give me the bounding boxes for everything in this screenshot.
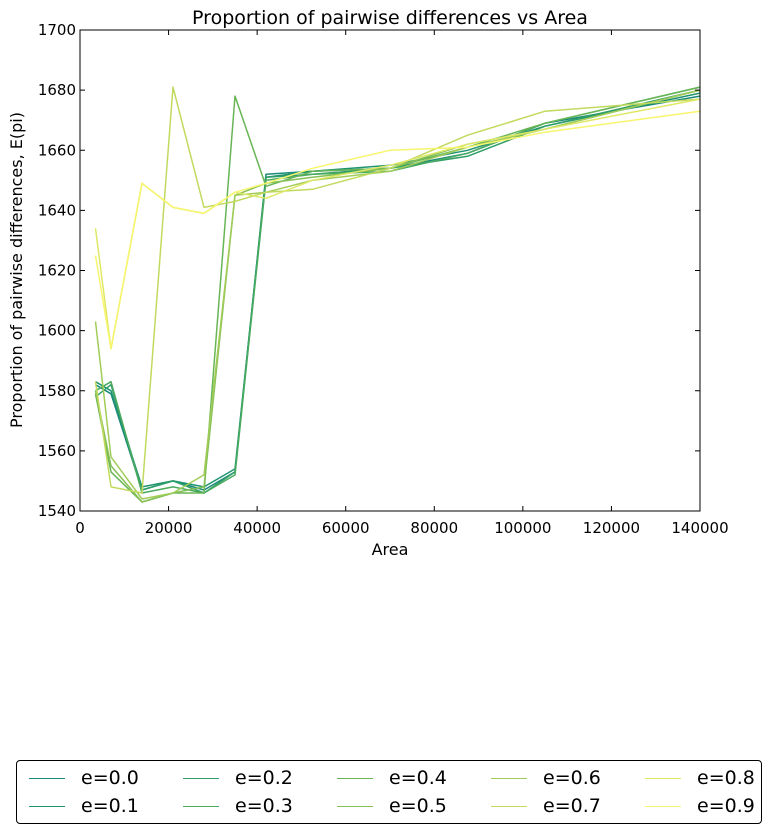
y-tick-label: 1680 xyxy=(38,81,76,99)
legend-label: e=0.3 xyxy=(235,795,293,817)
legend-item: e=0.2 xyxy=(183,767,293,789)
y-axis-ticks: 1540 1560 1580 1600 1620 1640 1660 1680 1700 xyxy=(38,21,700,520)
y-tick-label: 1580 xyxy=(38,382,76,400)
legend-swatch xyxy=(29,805,65,807)
series-line-e-0-6 xyxy=(94,89,701,500)
y-tick-label: 1700 xyxy=(38,21,76,39)
series-line-e-0-0 xyxy=(95,95,701,491)
plot-lines xyxy=(94,86,701,503)
legend-swatch xyxy=(29,777,65,779)
legend-item: e=0.1 xyxy=(29,795,139,817)
legend-label: e=0.5 xyxy=(389,795,447,817)
legend-swatch xyxy=(337,777,373,779)
legend-item: e=0.5 xyxy=(337,795,447,817)
legend-item: e=0.4 xyxy=(337,767,447,789)
y-tick-label: 1560 xyxy=(38,442,76,460)
legend-label: e=0.7 xyxy=(543,795,601,817)
legend-item: e=0.8 xyxy=(645,767,755,789)
x-tick-label: 140000 xyxy=(671,519,728,537)
y-tick-label: 1640 xyxy=(38,201,76,219)
legend-item: e=0.9 xyxy=(645,795,755,817)
legend-item: e=0.3 xyxy=(183,795,293,817)
legend-label: e=0.6 xyxy=(543,767,601,789)
legend-swatch xyxy=(645,777,681,779)
legend-label: e=0.4 xyxy=(389,767,447,789)
legend-swatch xyxy=(337,805,373,807)
legend-swatch xyxy=(183,777,219,779)
legend-label: e=0.9 xyxy=(697,795,755,817)
x-tick-label: 0 xyxy=(75,519,85,537)
legend-item: e=0.0 xyxy=(29,767,139,789)
series-line-e-0-9 xyxy=(94,110,701,350)
y-tick-label: 1600 xyxy=(38,322,76,340)
legend-swatch xyxy=(183,805,219,807)
legend-label: e=0.1 xyxy=(81,795,139,817)
x-tick-label: 80000 xyxy=(410,519,458,537)
x-tick-label: 100000 xyxy=(494,519,551,537)
plot-frame xyxy=(79,29,701,512)
x-tick-label: 60000 xyxy=(322,519,370,537)
x-axis-ticks: 0 20000 40000 60000 80000 100000 120000 140000 xyxy=(75,30,729,537)
legend-item: e=0.6 xyxy=(491,767,601,789)
series-line-e-0-1 xyxy=(95,92,701,488)
legend-item: e=0.7 xyxy=(491,795,601,817)
series-line-e-0-3 xyxy=(95,86,701,494)
y-axis-label: Proportion of pairwise differences, E(pi… xyxy=(7,112,26,428)
chart-title: Proportion of pairwise differences vs Ar… xyxy=(192,7,588,29)
y-tick-label: 1660 xyxy=(38,141,76,159)
x-tick-label: 20000 xyxy=(145,519,193,537)
series-line-e-0-7 xyxy=(94,86,701,494)
legend: e=0.0 e=0.1 e=0.2 e=0.3 e=0.4 e=0.5 e=0.6 e=0.7… xyxy=(16,760,762,824)
x-tick-label: 40000 xyxy=(233,519,281,537)
x-axis-label: Area xyxy=(372,540,409,559)
x-tick-label: 120000 xyxy=(583,519,640,537)
legend-swatch xyxy=(491,805,527,807)
y-tick-label: 1540 xyxy=(38,502,76,520)
legend-swatch xyxy=(491,777,527,779)
legend-label: e=0.2 xyxy=(235,767,293,789)
series-line-e-0-5 xyxy=(94,89,701,503)
legend-swatch xyxy=(645,805,681,807)
y-tick-label: 1620 xyxy=(38,262,76,280)
legend-label: e=0.0 xyxy=(81,767,139,789)
legend-label: e=0.8 xyxy=(697,767,755,789)
